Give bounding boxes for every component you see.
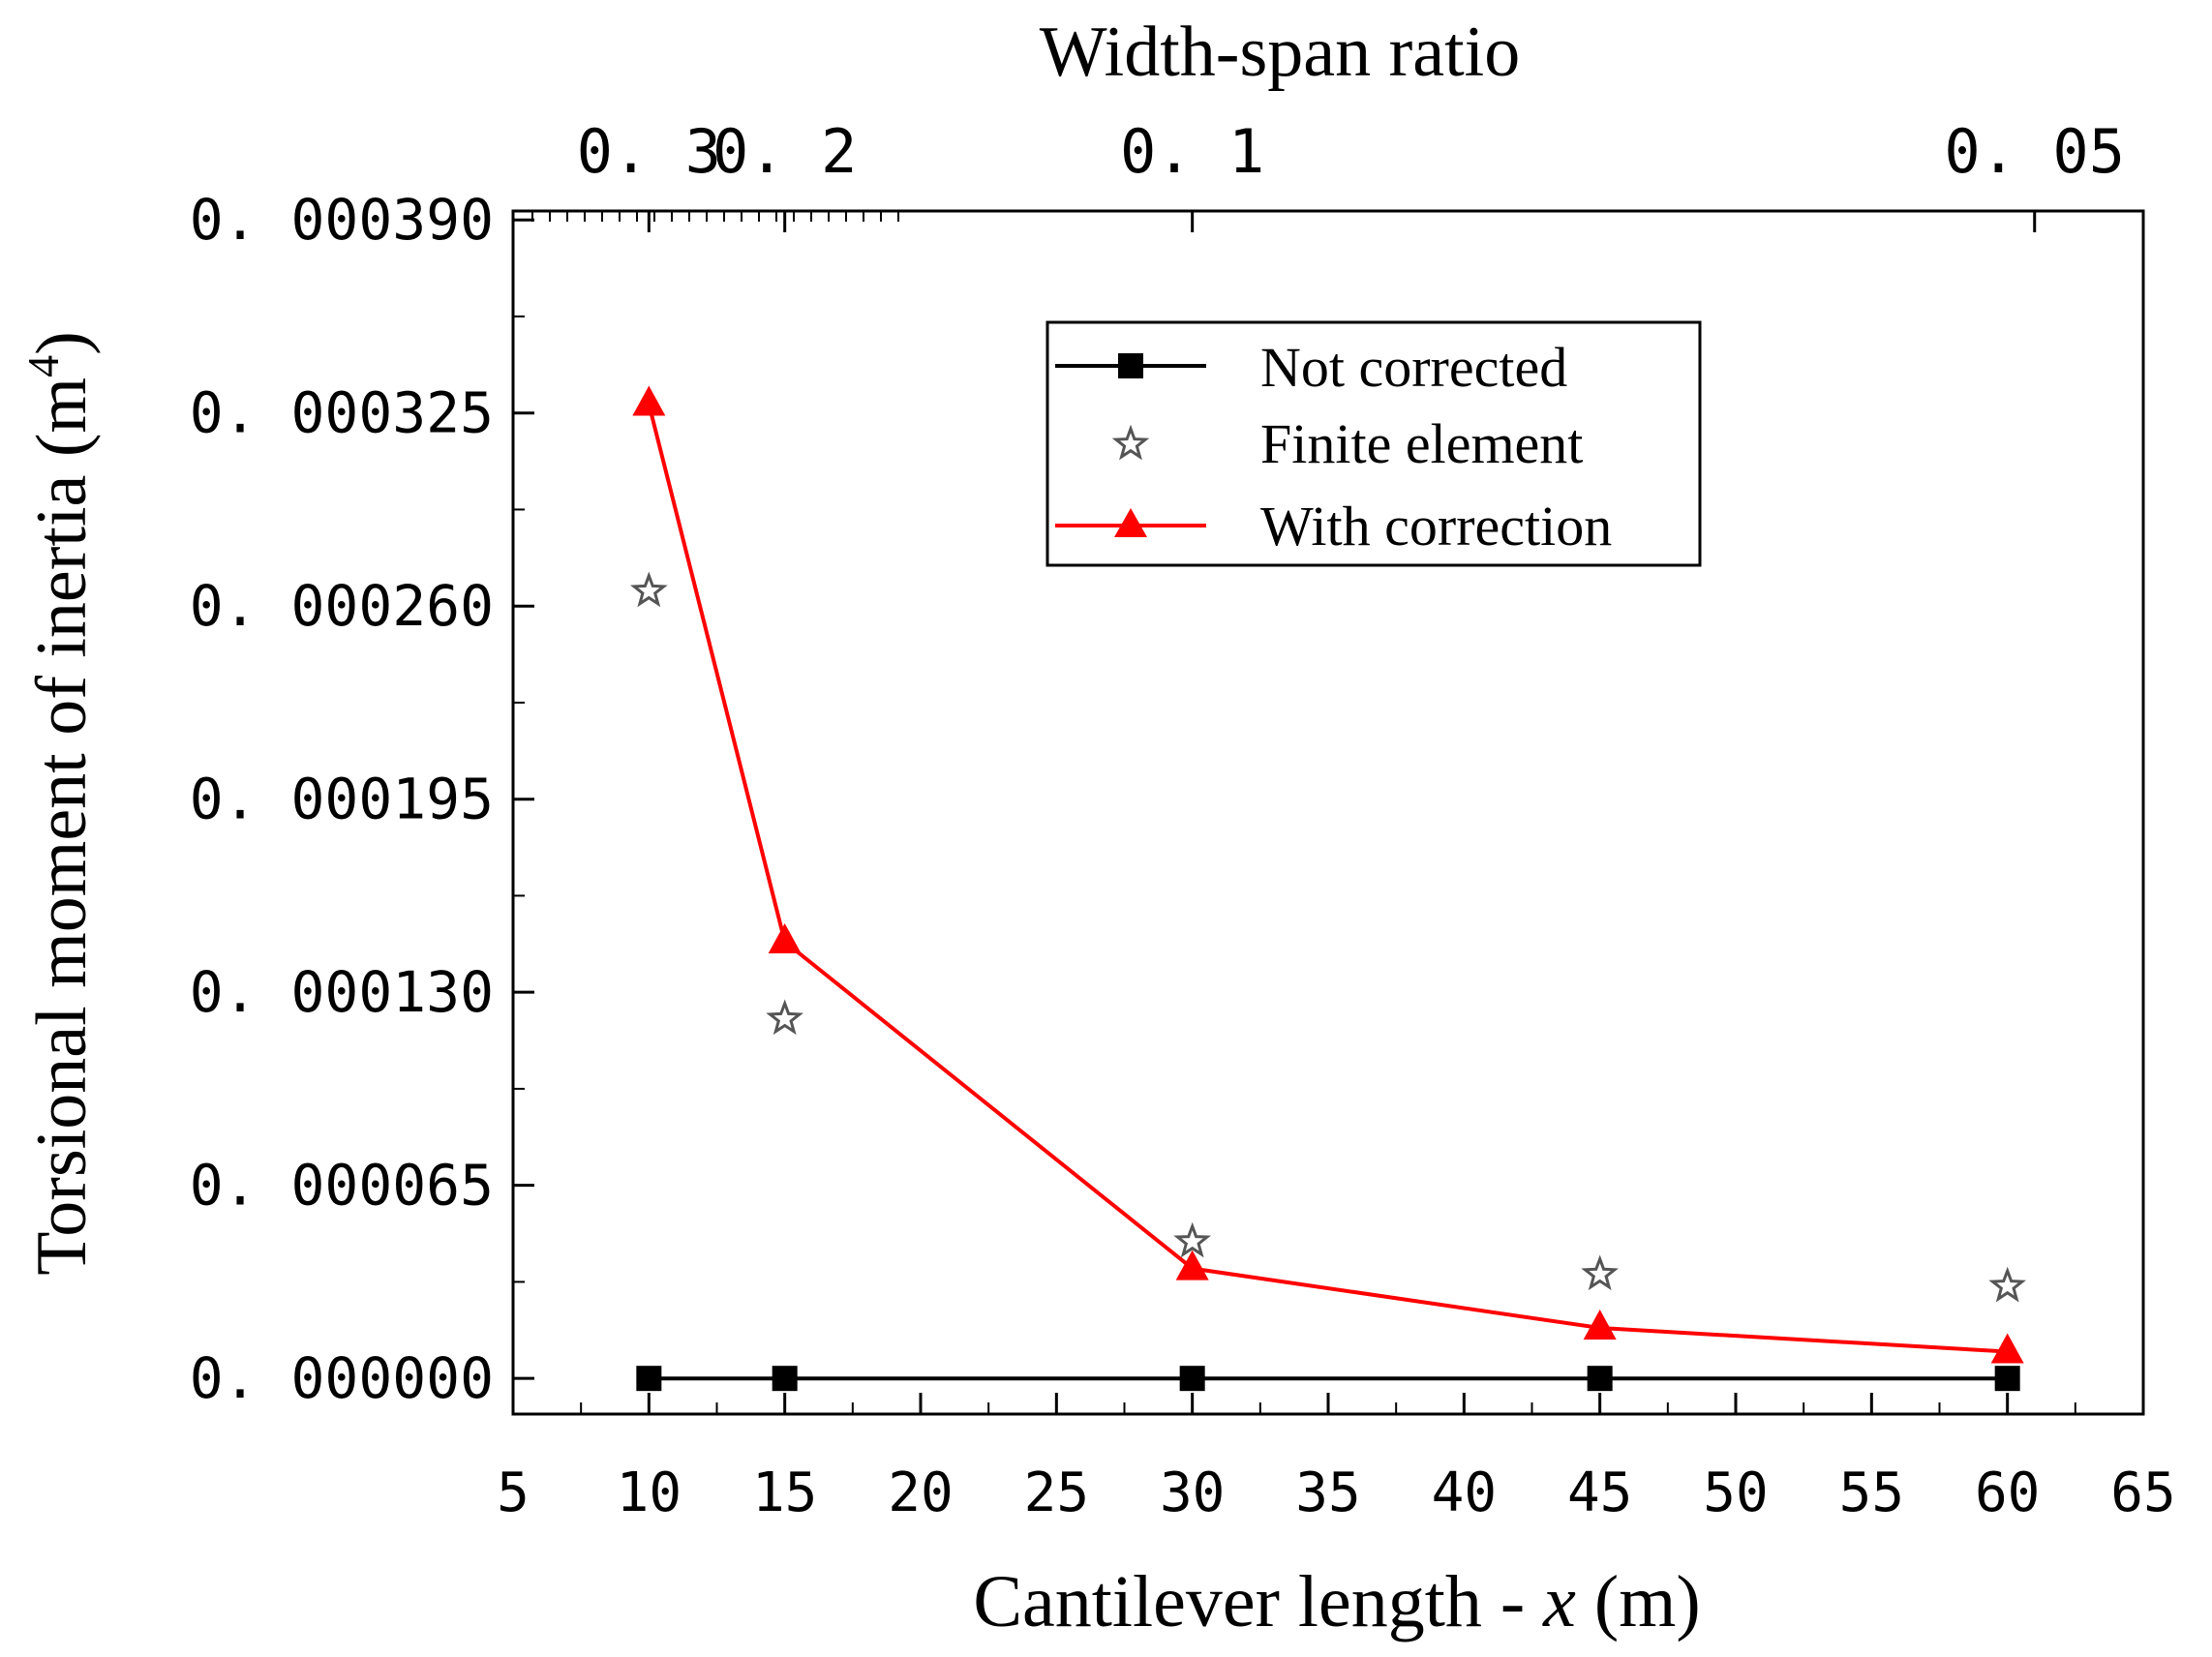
data-point-triangle [1990,1333,2024,1364]
x-tick-label: 55 [1839,1461,1904,1524]
data-point-star [1173,1221,1211,1258]
y-axis-title-main: Torsional moment of inertia (m [22,377,102,1276]
axis-ticks [511,211,2145,1414]
legend-label-not-corrected: Not corrected [1260,336,1567,399]
x-axis-title-prefix: Cantilever length - [973,1561,1543,1642]
legend-entry-not-corrected: Not corrected [1055,336,1567,399]
y-tick-label: 0. 000325 [190,380,494,446]
y-tick-label: 0. 000065 [190,1153,494,1219]
y-tick-label: 0. 000195 [190,767,494,832]
axis-tick-labels: 5 10 15 20 25 30 35 40 45 50 55 60 65 0. 000000 0. 000… [190,116,2176,1524]
x-axis-title-suffix: (m) [1576,1561,1701,1642]
data-point-star [766,999,803,1036]
x-tick-label: 5 [497,1461,530,1524]
legend-entry-finite-element: Finite element [1111,412,1583,475]
series-layer [630,385,2026,1392]
legend-marker-star [1111,424,1150,461]
legend-marker-triangle [1114,508,1147,537]
top-tick-label: 0. 3 [577,116,721,187]
legend-label-with-correction: With correction [1260,495,1612,557]
top-axis-title: Width-span ratio [1040,13,1520,92]
data-point-triangle [768,923,802,954]
data-point-star [1988,1266,2026,1303]
x-axis-title: Cantilever length - x (m) [973,1561,1700,1642]
x-tick-label: 10 [617,1461,682,1524]
y-tick-label: 0. 000260 [190,573,494,639]
data-point-triangle [1583,1309,1617,1340]
x-tick-label: 60 [1975,1461,2040,1524]
y-axis-title: Torsional moment of inertia (m4) [18,331,102,1275]
x-tick-label: 40 [1432,1461,1497,1524]
x-tick-label: 15 [752,1461,817,1524]
legend: Not corrected Finite element With correc… [1045,320,1702,567]
x-tick-label: 30 [1160,1461,1225,1524]
top-tick-label: 0. 2 [712,116,857,187]
y-tick-label: 0. 000130 [190,959,494,1025]
x-axis-title-variable: x [1542,1561,1576,1642]
top-tick-label: 0. 05 [1944,116,2125,187]
series-not-corrected [636,1366,2020,1392]
x-tick-label: 25 [1024,1461,1089,1524]
y-axis-title-superscript: 4 [18,355,68,377]
data-point-triangle [1175,1250,1209,1280]
data-point-star [630,571,668,608]
x-tick-label: 50 [1703,1461,1768,1524]
data-point-square [1994,1366,2020,1392]
x-tick-label: 35 [1295,1461,1360,1524]
data-point-square [1587,1366,1613,1392]
data-point-star [1581,1254,1619,1291]
x-tick-label: 65 [2110,1461,2175,1524]
data-point-square [636,1366,662,1392]
top-tick-label: 0. 1 [1120,116,1264,187]
series-finite-element [630,571,2026,1303]
y-axis-title-close: ) [22,331,102,355]
legend-marker-square [1118,353,1143,378]
legend-label-finite-element: Finite element [1260,412,1583,475]
x-tick-label: 20 [888,1461,953,1524]
series-with-correction [632,385,2024,1364]
y-tick-label: 0. 000000 [190,1345,494,1411]
data-point-square [1179,1366,1205,1392]
data-point-triangle [632,385,666,416]
y-tick-label: 0. 000390 [190,187,494,253]
x-tick-label: 45 [1567,1461,1632,1524]
legend-entry-with-correction: With correction [1055,495,1612,557]
data-point-square [772,1366,798,1392]
